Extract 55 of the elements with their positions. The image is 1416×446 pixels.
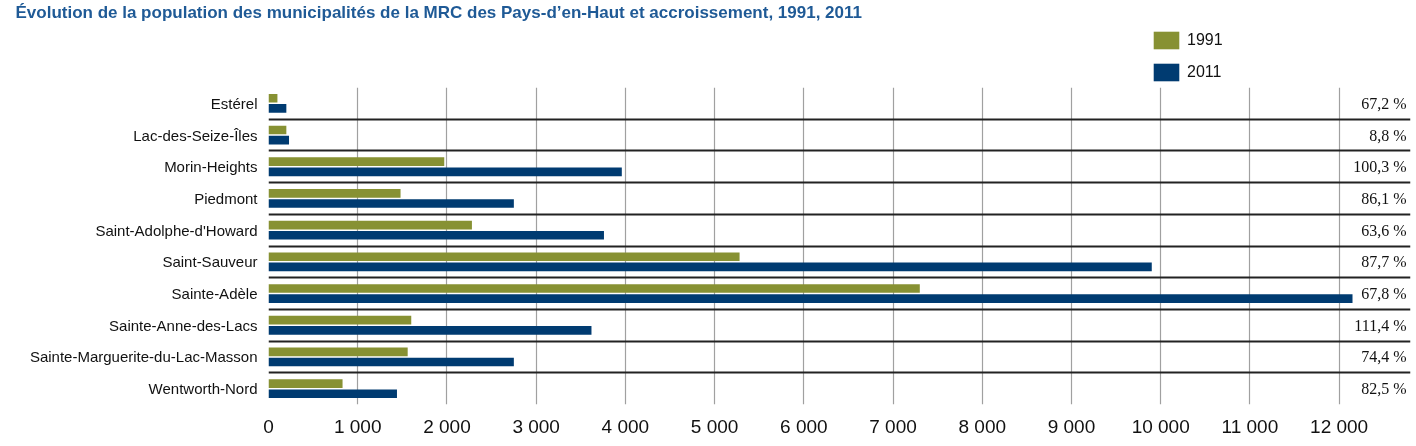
y-tick-label: Saint-Adolphe-d'Howard xyxy=(95,221,258,239)
x-tick-label: 6 000 xyxy=(780,415,828,437)
x-tick-label: 3 000 xyxy=(512,415,560,437)
bar xyxy=(268,262,1152,272)
annotation: 74,4 % xyxy=(1361,348,1407,366)
legend-label: 2011 xyxy=(1187,63,1222,81)
bar xyxy=(268,326,592,335)
x-tick-label: 1 000 xyxy=(333,415,382,437)
x-tick-label: 2 000 xyxy=(423,415,471,437)
x-tick-label: 11 000 xyxy=(1221,415,1279,437)
legend-label: 1991 xyxy=(1187,31,1223,49)
annotation: 8,8 % xyxy=(1369,126,1407,144)
bar xyxy=(268,389,397,399)
x-tick-label: 10 000 xyxy=(1131,415,1190,437)
x-tick-label: 8 000 xyxy=(958,415,1007,437)
y-tick-label: Piedmont xyxy=(194,189,259,207)
bar xyxy=(268,230,604,240)
y-tick-label: Saint-Sauveur xyxy=(162,253,258,271)
y-tick-label: Estérel xyxy=(210,94,258,112)
bar xyxy=(268,294,1353,303)
y-tick-label: Morin-Heights xyxy=(164,158,258,176)
bar xyxy=(268,284,920,293)
y-tick-label: Sainte-Adèle xyxy=(171,285,258,303)
x-tick-label: 5 000 xyxy=(690,415,739,437)
annotation: 67,2 % xyxy=(1361,94,1407,112)
chart-title: Évolution de la population des municipalités de la MRC des Pays-d’en-Haut et accroissement, 1991, 2011 xyxy=(15,3,862,22)
annotation: 82,5 % xyxy=(1361,380,1407,398)
x-tick-label: 7 000 xyxy=(869,415,917,437)
y-tick-label: Wentworth-Nord xyxy=(148,380,258,398)
bar xyxy=(268,347,408,357)
x-tick-label: 12 000 xyxy=(1310,415,1369,437)
bar xyxy=(268,135,290,145)
bar xyxy=(268,357,514,367)
bar xyxy=(268,189,401,198)
annotation: 87,7 % xyxy=(1361,253,1407,271)
bar xyxy=(268,315,412,325)
y-tick-label: Lac-des-Seize-Îles xyxy=(133,126,258,144)
annotation: 63,6 % xyxy=(1361,221,1407,239)
bar xyxy=(268,199,514,208)
bar xyxy=(268,157,445,166)
annotation: 86,1 % xyxy=(1361,189,1407,207)
bar xyxy=(268,167,622,177)
bar xyxy=(268,252,740,262)
bar xyxy=(268,93,278,103)
y-tick-label: Sainte-Anne-des-Lacs xyxy=(109,316,258,334)
bar xyxy=(268,220,472,230)
x-tick-label: 9 000 xyxy=(1047,415,1096,437)
bar xyxy=(268,379,343,388)
annotation: 111,4 % xyxy=(1354,316,1407,334)
annotation: 100,3 % xyxy=(1353,158,1407,176)
x-tick-label: 0 xyxy=(263,415,274,437)
annotation: 67,8 % xyxy=(1361,285,1407,303)
y-tick-label: Sainte-Marguerite-du-Lac-Masson xyxy=(29,348,258,366)
x-tick-label: 4 000 xyxy=(601,415,650,437)
bar xyxy=(268,104,287,113)
